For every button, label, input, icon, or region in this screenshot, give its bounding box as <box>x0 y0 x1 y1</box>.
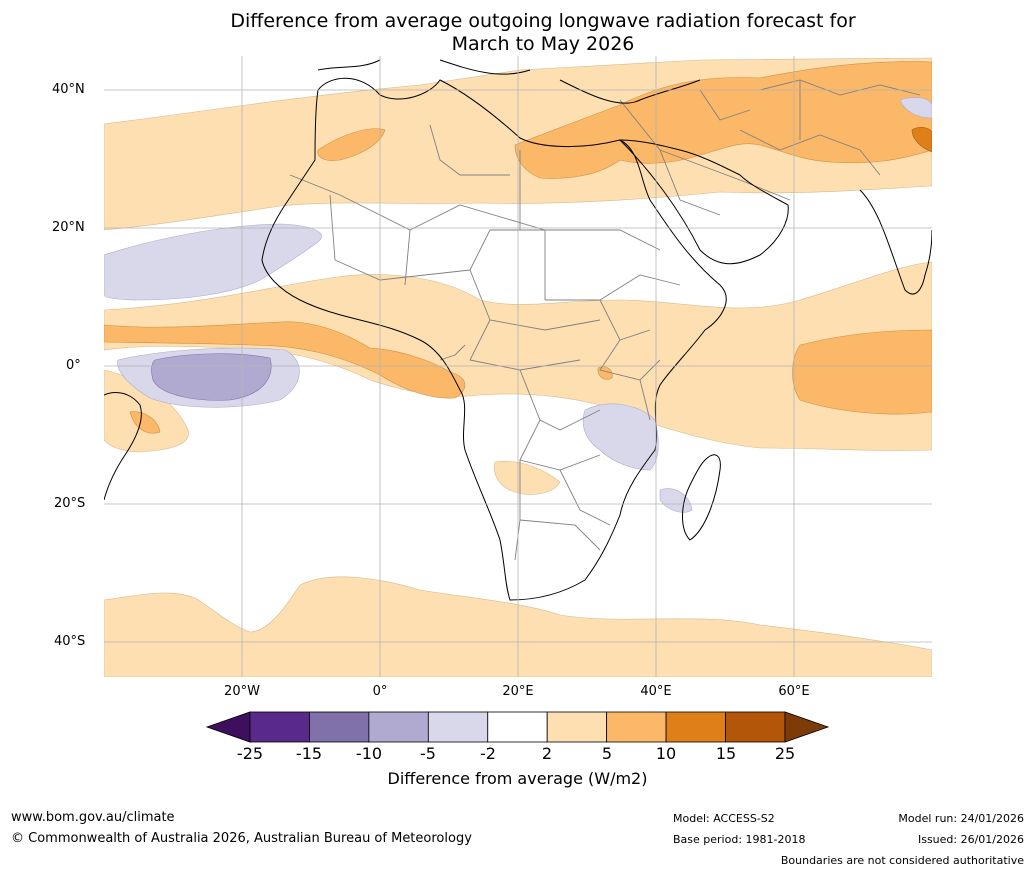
lat-label-40s: 40°S <box>54 634 86 649</box>
anomaly-moderate-patch-north-africa <box>317 128 386 161</box>
lat-label-20s: 20°S <box>54 496 86 511</box>
colorbar-bin <box>665 711 726 743</box>
colorbar-bin <box>427 711 489 743</box>
colorbar-tick: 5 <box>601 744 613 763</box>
anomaly-negative-patch-east-africa <box>582 403 659 471</box>
colorbar-bin <box>606 711 667 743</box>
lat-label-20n: 20°N <box>52 220 85 235</box>
south-america-coastline <box>104 392 142 501</box>
colorbar-tick: -2 <box>480 744 496 763</box>
colorbar <box>205 711 830 743</box>
arabia-coastline <box>618 139 789 265</box>
europe-coastline <box>317 59 701 104</box>
colorbar-bin <box>546 711 608 743</box>
footer-copyright: © Commonwealth of Australia 2026, Austra… <box>11 831 472 846</box>
footer-model: Model: ACCESS-S2 <box>673 812 775 825</box>
footer-disclaimer: Boundaries are not considered authoritat… <box>780 854 1024 867</box>
colorbar-bin <box>249 711 310 743</box>
colorbar-bin <box>725 711 786 743</box>
anomaly-strong-patch-himalaya <box>911 127 932 153</box>
footer-issued: Issued: 26/01/2026 <box>917 833 1024 846</box>
colorbar-tick: -25 <box>236 744 264 763</box>
lon-label-20e: 20°E <box>502 684 534 699</box>
lon-label-20w: 20°W <box>224 684 260 699</box>
anomaly-moderate-patch-indian-ocean <box>792 329 932 415</box>
anomaly-negative-patch-south-atlantic-inner <box>151 353 272 401</box>
anomaly-negative-patch-tropical-atlantic <box>104 223 322 301</box>
title-line-1: Difference from average outgoing longwav… <box>230 10 856 32</box>
colorbar-tick: 2 <box>541 744 553 763</box>
anomaly-moderate-patch-brazil <box>129 411 161 434</box>
colorbar-tick: 25 <box>774 744 796 763</box>
chart-title: Difference from average outgoing longwav… <box>100 10 986 56</box>
footer-base-period: Base period: 1981-2018 <box>673 833 806 846</box>
colorbar-tick: -10 <box>355 744 383 763</box>
coastlines <box>104 59 932 601</box>
colorbar-bin <box>487 711 548 743</box>
lat-label-40n: 40°N <box>52 82 85 97</box>
colorbar-bin <box>309 711 370 743</box>
anomaly-positive-patch-south-africa <box>494 460 561 495</box>
footer-model-run: Model run: 24/01/2026 <box>898 812 1024 825</box>
footer-url[interactable]: www.bom.gov.au/climate <box>11 810 175 825</box>
lon-label-60e: 60°E <box>778 684 810 699</box>
map-plot-area <box>104 56 932 677</box>
lon-label-0: 0° <box>372 684 388 699</box>
title-line-2: March to May 2026 <box>451 33 635 55</box>
colorbar-arrow-min <box>205 711 251 743</box>
lat-label-equator: 0° <box>66 358 81 373</box>
colorbar-tick: -5 <box>420 744 436 763</box>
colorbar-tick: 15 <box>715 744 737 763</box>
colorbar-bin <box>368 711 429 743</box>
colorbar-tick: -15 <box>295 744 323 763</box>
africa-coastline <box>261 77 727 601</box>
madagascar-coastline <box>682 454 721 541</box>
lon-label-40e: 40°E <box>640 684 672 699</box>
graticule <box>104 56 932 677</box>
anomaly-negative-patch-madagascar <box>659 488 693 513</box>
anomaly-moderate-patch-gulf-of-guinea <box>104 321 466 399</box>
anomaly-moderate-patch-lake-victoria <box>597 366 613 380</box>
anomaly-negative-patch-tibet <box>899 97 932 119</box>
colorbar-tick: 10 <box>655 744 677 763</box>
colorbar-arrow-max <box>784 711 830 743</box>
india-coastline <box>859 189 932 295</box>
colorbar-label: Difference from average (W/m2) <box>387 769 648 788</box>
